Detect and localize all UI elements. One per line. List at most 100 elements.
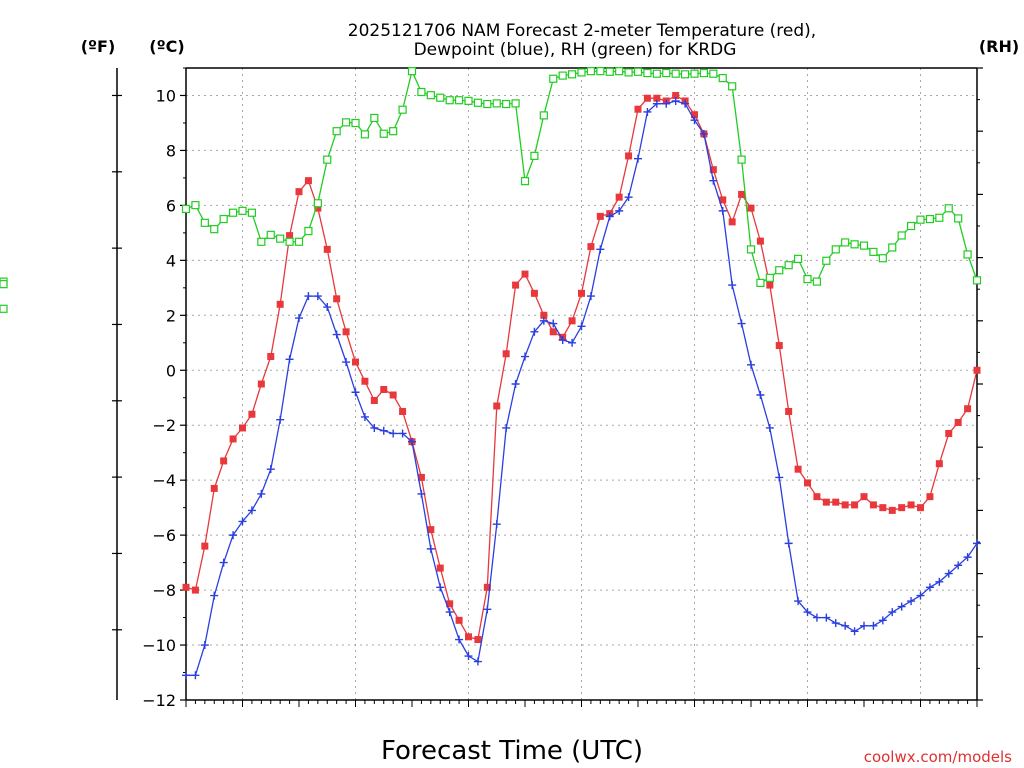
rh-point [728, 82, 737, 91]
rh-point [916, 215, 925, 224]
dewpoint-point [794, 597, 803, 606]
dewpoint-point [803, 608, 812, 617]
dewpoint-point [897, 602, 906, 611]
dewpoint-point [530, 327, 539, 336]
temperature-point [399, 407, 407, 415]
temperature-point [540, 311, 548, 319]
rh-point [718, 74, 727, 83]
dewpoint-point [756, 390, 765, 399]
dewpoint-point [502, 423, 511, 432]
dewpoint-point [728, 281, 737, 290]
rh-point [558, 71, 567, 80]
dewpoint-point [822, 613, 831, 622]
rh-point [652, 69, 661, 78]
rh-point [191, 201, 200, 210]
temperature-point [945, 429, 953, 437]
temperature-point [239, 424, 246, 432]
rh-point [247, 208, 257, 217]
rh-point [615, 67, 624, 76]
temperature-point [766, 281, 774, 289]
celsius-tick-label: −2 [152, 416, 176, 435]
dewpoint-point [379, 426, 388, 435]
temperature-point [954, 418, 962, 426]
dewpoint-point [615, 206, 624, 215]
rh-series [0, 67, 982, 313]
temperature-point [860, 493, 868, 501]
rh-point [633, 67, 643, 76]
chart-title-line2: Dewpoint (blue), RH (green) for KRDG [414, 40, 737, 60]
rh-point [699, 68, 709, 78]
rh-point [370, 113, 379, 123]
rh-point [417, 87, 426, 97]
temperature-point [643, 94, 651, 102]
temperature-point [907, 501, 915, 509]
dewpoint-point [219, 558, 228, 567]
temperature-point [672, 91, 680, 99]
rh-point [605, 67, 614, 76]
temperature-point [493, 402, 501, 410]
dewpoint-point [634, 154, 642, 163]
temperature-point [286, 232, 294, 240]
dewpoint-point [370, 423, 379, 432]
temperature-point [549, 328, 557, 336]
credit-label: coolwx.com/models [864, 748, 1012, 766]
rh-point [972, 276, 982, 285]
rh-point [784, 261, 793, 270]
temperature-point [530, 289, 538, 297]
temperature-point [596, 212, 604, 220]
dewpoint-point [473, 657, 482, 666]
dewpoint-point [709, 176, 718, 185]
temperature-point [361, 377, 369, 385]
rh-point [407, 67, 417, 76]
dewpoint-point [963, 553, 972, 562]
temperature-point [436, 564, 444, 572]
series-lines [0, 67, 982, 680]
rh-point [285, 237, 294, 246]
dewpoint-point [935, 577, 944, 586]
celsius-tick-label: −10 [142, 636, 176, 655]
dewpoint-point [313, 292, 322, 301]
dewpoint-point [699, 129, 708, 138]
rh-point [464, 96, 473, 105]
temperature-point [389, 391, 397, 399]
temperature-point [747, 204, 755, 212]
dewpoint-point [464, 652, 473, 661]
rh-point [530, 151, 539, 160]
dewpoint-point [681, 99, 690, 108]
dewpoint-point [925, 583, 934, 592]
dewpoint-point [511, 380, 520, 388]
temperature-point [738, 190, 746, 198]
dewpoint-point [577, 322, 586, 331]
rh-point [831, 245, 840, 254]
temperature-point [182, 583, 190, 591]
dewpoint-point [436, 583, 445, 592]
dewpoint-point [229, 531, 238, 540]
dewpoint-point [718, 206, 727, 215]
dewpoint-point [200, 641, 209, 650]
rh-point [473, 98, 483, 107]
dewpoint-point [596, 245, 605, 254]
chart-title-line1: 2025121706 NAM Forecast 2-meter Temperat… [348, 21, 816, 41]
temperature-point [568, 317, 576, 325]
rh-point [567, 70, 577, 79]
rh-point [0, 304, 8, 313]
temperature-point [191, 586, 199, 594]
celsius-tick-label: −4 [152, 471, 176, 490]
celsius-tick-label: 0 [166, 361, 176, 380]
tick-labels: −12 −10 −8 −6 −4 −2 0 2 4 6 8 10 [142, 86, 176, 710]
dewpoint-point [841, 621, 850, 630]
temperature-point [615, 193, 623, 201]
dewpoint-point [888, 608, 897, 617]
dewpoint-point [558, 336, 567, 345]
dewpoint-point [624, 193, 633, 202]
rh-point [963, 250, 972, 259]
temperature-point [822, 498, 830, 506]
temperature-point [756, 237, 764, 245]
rh-point [210, 225, 219, 234]
temperature-point [926, 493, 934, 501]
dewpoint-point [304, 292, 313, 301]
dewpoint-point [643, 107, 652, 116]
rh-point [793, 254, 803, 263]
rh-point [577, 68, 586, 77]
dewpoint-point [831, 619, 840, 628]
